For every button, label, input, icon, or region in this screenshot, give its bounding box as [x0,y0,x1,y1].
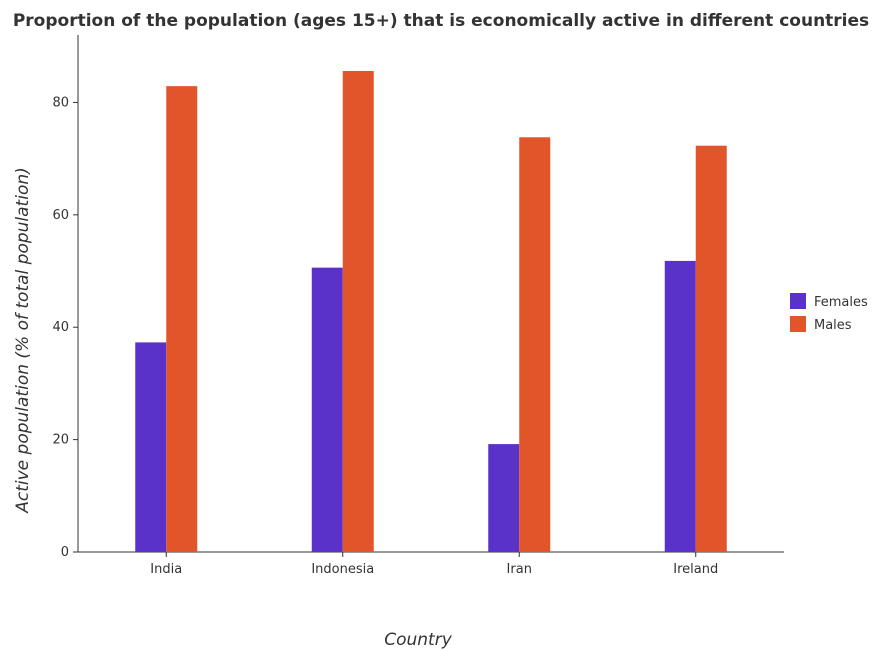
bar-males [695,145,727,552]
bar-males [166,86,198,552]
x-tick-label: Iran [507,562,532,577]
bar-females [311,267,343,552]
y-tick-label: 20 [52,433,69,448]
y-tick-label: 40 [52,320,69,335]
legend-label-males: Males [814,318,852,333]
x-axis-label: Country [384,630,452,650]
y-tick-label: 80 [52,95,69,110]
bar-females [664,260,696,552]
x-tick-label: Indonesia [311,562,374,577]
legend: Females Males [790,293,868,333]
plot-area: 0 20 40 60 80 India Indonesia Iran Ireland [52,35,784,577]
legend-swatch-males [790,316,806,332]
x-tick-label: Ireland [673,562,718,577]
bar-females [488,444,520,552]
y-axis-label: Active population (% of total population… [13,167,33,514]
y-tick-label: 60 [52,208,69,223]
legend-swatch-females [790,293,806,309]
legend-label-females: Females [814,295,868,310]
bar-males [519,137,551,552]
bar-females [135,342,167,552]
y-tick-label: 0 [61,545,69,560]
chart-title: Proportion of the population (ages 15+) … [13,11,869,31]
x-tick-label: India [150,562,182,577]
bar-males [342,70,374,553]
